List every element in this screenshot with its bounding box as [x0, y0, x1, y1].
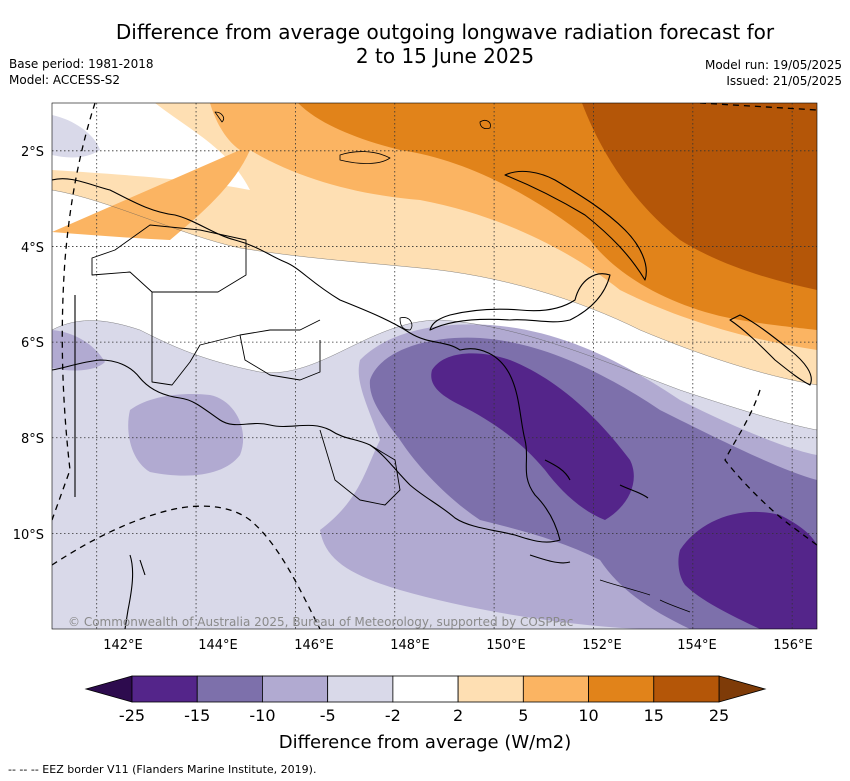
copyright-text: © Commonwealth of Australia 2025, Bureau…	[68, 615, 573, 629]
lat-label: 2°S	[21, 145, 44, 160]
lon-label: 144°E	[198, 638, 238, 653]
band-minus2-minus5-nw	[52, 115, 100, 158]
colorbar-tick-label: -15	[184, 706, 210, 725]
lon-label: 150°E	[486, 638, 526, 653]
band-minus15-minus25	[431, 353, 817, 629]
colorbar-tick-label: -25	[119, 706, 145, 725]
manus-islands	[214, 111, 491, 331]
latitude-labels: 2°S 4°S 6°S 8°S 10°S	[13, 145, 44, 543]
colorbar-tick-label: -10	[249, 706, 275, 725]
colorbar-bin	[522, 675, 589, 703]
colorbar-bin	[131, 675, 198, 703]
base-period: Base period: 1981-2018	[9, 57, 154, 71]
eez-footer-note: -- -- -- EEZ border V11 (Flanders Marine…	[8, 763, 317, 776]
lat-label: 8°S	[21, 432, 44, 447]
colorbar-over-arrow	[718, 675, 767, 703]
cape-york	[124, 554, 146, 629]
new-britain	[429, 273, 611, 331]
lon-label: 154°E	[677, 638, 717, 653]
anomaly-field: © Commonwealth of Australia 2025, Bureau…	[52, 103, 817, 629]
colorbar-title: Difference from average (W/m2)	[279, 732, 571, 753]
colorbar-tick-label: 25	[709, 706, 729, 725]
band-15-25	[582, 103, 817, 290]
meta-left: Base period: 1981-2018 Model: ACCESS-S2	[9, 56, 154, 88]
colorbar-under-arrow	[84, 675, 133, 703]
province-boundaries	[91, 224, 401, 506]
meta-right: Model run: 19/05/2025 Issued: 21/05/2025	[705, 57, 842, 89]
colorbar-tick-label: -2	[385, 706, 401, 725]
model-run: Model run: 19/05/2025	[704, 58, 842, 72]
colorbar-tick-label: 15	[644, 706, 664, 725]
new-guinea-coast	[52, 178, 561, 543]
map-frame	[51, 102, 818, 630]
eez-west	[52, 103, 96, 521]
lat-label: 10°S	[13, 528, 44, 543]
colorbar-tick-label: 2	[453, 706, 463, 725]
lat-label: 4°S	[21, 241, 44, 256]
colorbar-bin	[196, 675, 263, 703]
bougainville	[729, 314, 812, 386]
colorbar-tick-label: -5	[320, 706, 336, 725]
lon-label: 148°E	[390, 638, 430, 653]
eez-south	[52, 505, 321, 629]
title-line-1: Difference from average outgoing longwav…	[115, 20, 775, 44]
model-name: Model: ACCESS-S2	[9, 73, 121, 87]
d-entrecasteaux-islands	[529, 459, 649, 564]
lat-label: 6°S	[21, 336, 44, 351]
chart-title: Difference from average outgoing longwav…	[95, 20, 795, 68]
colorbar-tick-label: 5	[518, 706, 528, 725]
colorbar-bin	[653, 675, 720, 703]
longitude-labels: 142°E 144°E 146°E 148°E 150°E 152°E 154°…	[103, 638, 813, 653]
lon-label: 152°E	[582, 638, 622, 653]
colorbar: -25 -15 -10 -5 -2 2 5 10 15 25 Difference from av…	[84, 675, 767, 753]
issued-date: Issued: 21/05/2025	[726, 74, 842, 88]
louisiade-islands	[599, 579, 691, 613]
title-line-2: 2 to 15 June 2025	[355, 44, 535, 68]
lon-label: 146°E	[294, 638, 334, 653]
colorbar-tick-label: 10	[578, 706, 598, 725]
lon-label: 156°E	[773, 638, 813, 653]
eez-east	[724, 389, 817, 546]
lon-label: 142°E	[103, 638, 143, 653]
colorbar-bin	[392, 675, 459, 703]
eez-borders	[52, 103, 817, 629]
coastlines	[52, 111, 812, 629]
graticule	[52, 103, 817, 629]
eez-northeast	[699, 103, 817, 111]
colorbar-bin	[327, 675, 394, 703]
colorbar-bin	[262, 675, 329, 703]
colorbar-bin	[588, 675, 655, 703]
new-ireland	[504, 170, 647, 281]
colorbar-bin	[457, 675, 524, 703]
